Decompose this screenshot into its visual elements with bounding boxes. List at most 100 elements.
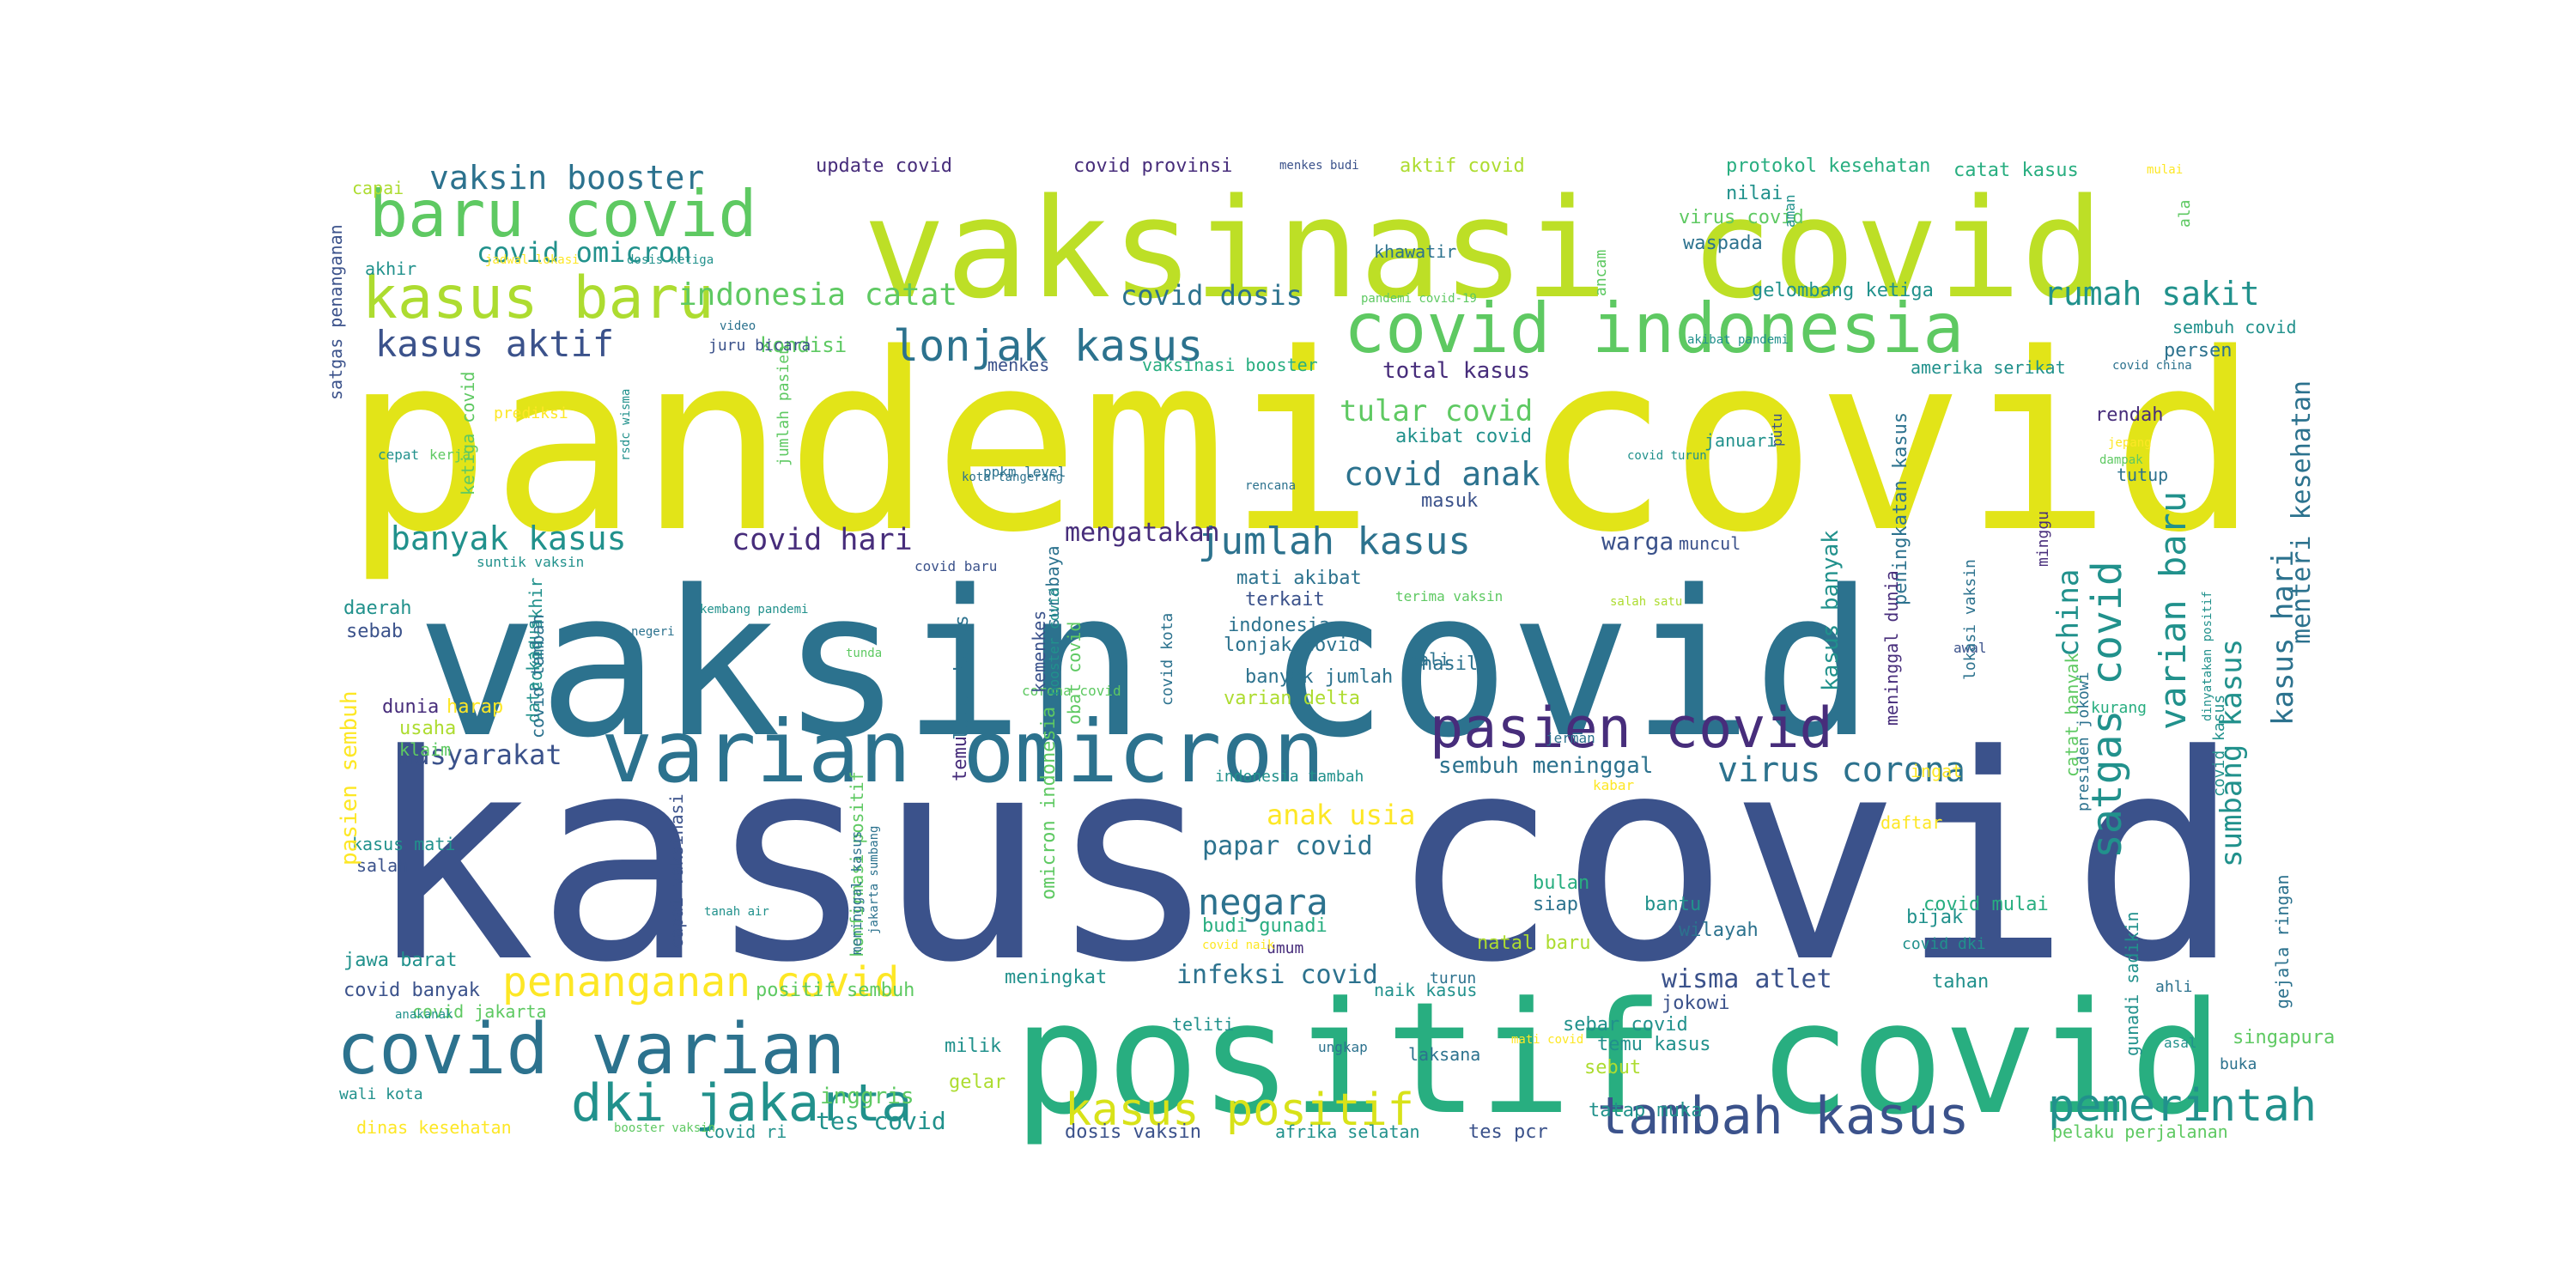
cloud-word: persen: [2164, 340, 2232, 361]
cloud-word: sebar covid: [1563, 1014, 1688, 1036]
cloud-word: meninggal kasus: [848, 831, 865, 956]
cloud-word: terkait: [1245, 589, 1325, 611]
cloud-word: jawa barat: [343, 950, 457, 971]
cloud-word: tambah kasus: [1597, 1086, 1969, 1146]
cloud-word: covid dki: [1902, 935, 1986, 953]
cloud-word: vaksinasi booster: [1142, 355, 1318, 375]
cloud-word: kabar: [1593, 777, 1635, 793]
cloud-word: suntik vaksin: [477, 554, 584, 570]
cloud-word: kasus covid: [365, 695, 2241, 1024]
cloud-word: varian omicron: [601, 702, 1325, 802]
cloud-word: wali kota: [339, 1085, 423, 1103]
cloud-word: masyarakat: [397, 738, 562, 771]
cloud-word: kembang pandemi: [700, 603, 808, 617]
cloud-word: natal baru: [1477, 933, 1590, 954]
cloud-word: jepang: [2108, 436, 2152, 450]
cloud-word: pasien covid: [1430, 696, 1833, 761]
cloud-word: lonjak kasus: [893, 321, 1203, 371]
cloud-word: menkes: [987, 355, 1049, 375]
cloud-word: salah: [356, 855, 408, 876]
cloud-word: bulan: [1533, 872, 1589, 894]
cloud-word: dinas kesehatan: [356, 1117, 512, 1138]
cloud-word: infeksi covid: [1176, 960, 1378, 990]
cloud-word: waspada: [1683, 233, 1763, 254]
cloud-word: meningkat: [1005, 967, 1107, 988]
cloud-word: gelombang ketiga: [1752, 280, 1934, 301]
cloud-word: dosis ketiga: [627, 253, 714, 267]
cloud-word: gejala ringan: [2272, 874, 2293, 1009]
cloud-word: terima vaksin: [1395, 588, 1503, 605]
cloud-word: budi gunadi: [1202, 915, 1327, 937]
cloud-word: banyak jumlah: [1245, 666, 1393, 688]
cloud-word: satgas penanganan: [325, 224, 346, 400]
cloud-word: mengatakan: [1065, 518, 1220, 548]
cloud-word: vaksinasi covid: [863, 168, 2104, 329]
cloud-word: kondisi: [760, 333, 847, 357]
cloud-word: virus covid: [1679, 207, 1804, 228]
cloud-word: minggu: [2034, 511, 2052, 567]
cloud-word: turun: [1430, 969, 1476, 987]
cloud-word: laksana: [1408, 1044, 1480, 1065]
cloud-word: jadwal lokasi: [485, 253, 580, 267]
cloud-word: ancam: [1592, 250, 1610, 296]
cloud-word: lonjak covid: [1224, 635, 1360, 656]
cloud-word: china: [2051, 569, 2086, 657]
cloud-word: satgas covid: [2083, 561, 2131, 859]
cloud-word: tunda: [846, 647, 882, 660]
cloud-word: warga: [1601, 527, 1674, 556]
cloud-word: lokasi vaksin: [1961, 559, 1979, 680]
cloud-word: indonesia catat: [678, 277, 957, 313]
cloud-word: total kasus: [1382, 358, 1530, 384]
cloud-word: covid naik: [1202, 939, 1275, 952]
cloud-word: tes covid: [816, 1107, 946, 1135]
cloud-word: rencana: [1245, 479, 1296, 493]
cloud-word: rsdc wisma: [619, 389, 633, 461]
cloud-word: peningkatan kasus: [1890, 412, 1911, 605]
cloud-word: vaksin covid: [416, 548, 1874, 782]
cloud-word: pasien sembuh: [337, 691, 362, 866]
cloud-word: kemenkes: [1029, 611, 1049, 693]
cloud-word: sumbang kasus: [2215, 639, 2249, 867]
cloud-word: covid jakarta: [412, 1001, 547, 1022]
cloud-word: tes pcr: [1468, 1121, 1548, 1143]
cloud-word: sembuh meninggal: [1438, 753, 1653, 779]
cloud-word: papar covid: [1202, 831, 1373, 861]
cloud-word: cepat: [378, 447, 419, 463]
cloud-word: gelar: [949, 1072, 1005, 1093]
cloud-word: afrika selatan: [1275, 1121, 1420, 1142]
cloud-word: ketiga covid: [458, 372, 478, 496]
cloud-word: kurang: [2091, 699, 2147, 717]
cloud-word: video: [720, 319, 756, 333]
cloud-word: covid ri: [704, 1121, 787, 1142]
cloud-word: covid kasus: [2210, 695, 2228, 797]
cloud-word: daerah: [343, 598, 411, 619]
cloud-word: ungkap: [1318, 1039, 1368, 1055]
cloud-word: akibat pandemi: [1687, 333, 1789, 347]
cloud-word: asal: [2164, 1035, 2197, 1051]
cloud-word: baru covid: [369, 176, 757, 252]
cloud-word: covid china: [2112, 359, 2192, 373]
cloud-word: inggris: [820, 1084, 914, 1109]
cloud-word: hasil: [1421, 653, 1478, 675]
cloud-word: meninggal dunia: [1881, 570, 1902, 726]
cloud-word: jerman: [1546, 730, 1595, 746]
cloud-word: sebab: [346, 621, 403, 642]
cloud-word: positif covid: [1013, 969, 2223, 1149]
cloud-word: wisma atlet: [1662, 964, 1832, 994]
cloud-word: juru bicara: [708, 337, 811, 355]
cloud-word: awal: [1953, 640, 1987, 656]
cloud-word: harap: [447, 696, 503, 718]
cloud-word: penanganan covid: [502, 958, 899, 1006]
cloud-word: pandemi covid-19: [1361, 292, 1477, 306]
cloud-word: booster covid: [1046, 588, 1062, 696]
cloud-word: milik: [945, 1036, 1001, 1057]
cloud-word: covid akhir: [526, 578, 546, 691]
cloud-word: singapura: [2233, 1027, 2335, 1048]
cloud-word: kasus positif: [1065, 1084, 1414, 1136]
cloud-word: akibat covid: [1395, 426, 1532, 447]
cloud-word: siap: [1533, 894, 1578, 915]
cloud-word: sebut: [1584, 1057, 1641, 1078]
cloud-word: kasus aktif: [375, 323, 614, 365]
cloud-word: klaim: [399, 739, 451, 760]
